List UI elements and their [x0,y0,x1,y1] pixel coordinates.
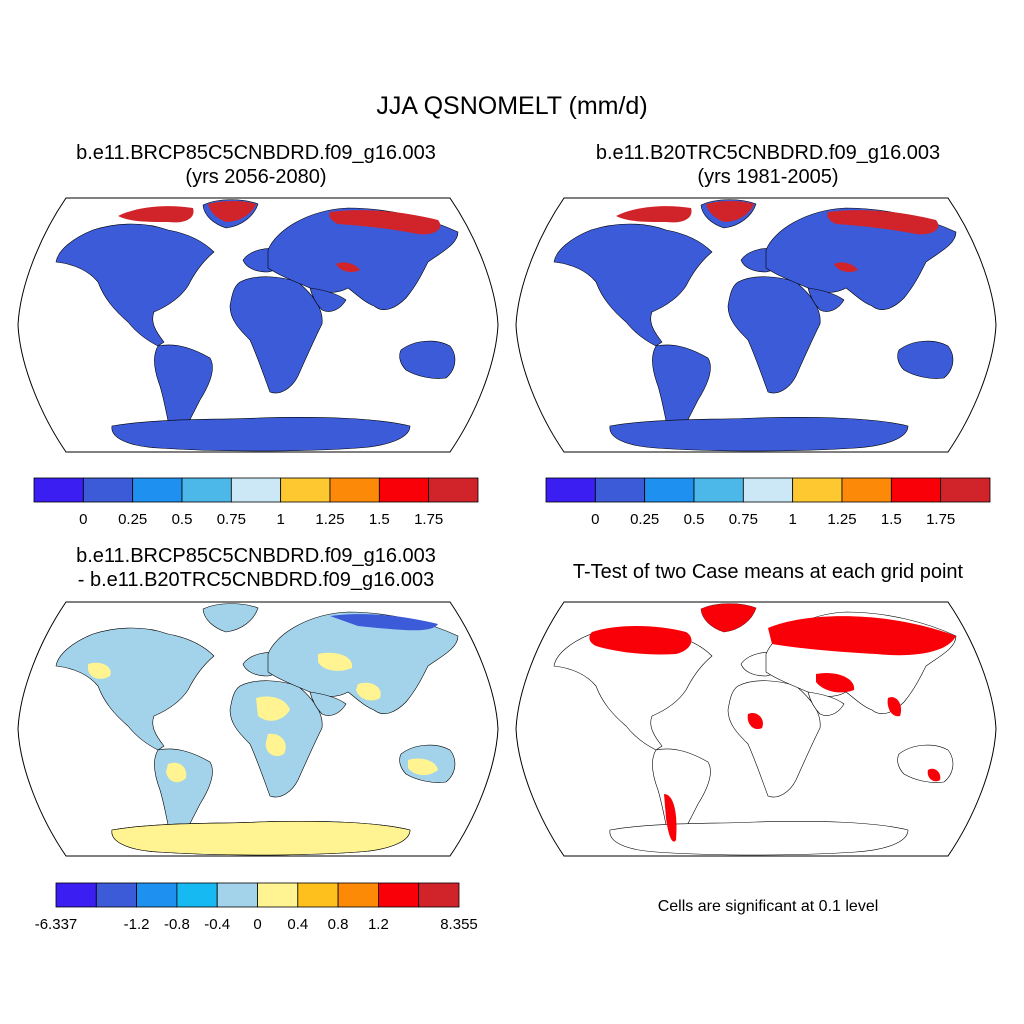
colorbar-1-box-0 [33,477,84,503]
colorbar-2-box-3 [693,477,744,503]
map-3-negative-anomalies [330,614,438,631]
map-3-land [55,603,459,856]
colorbar-1-box-2 [132,477,183,503]
panel-1-title-line1: b.e11.BRCP85C5CNBDRD.f09_g16.003 [76,142,436,164]
panel-3-title-line1: b.e11.BRCP85C5CNBDRD.f09_g16.003 [76,545,436,567]
colorbar-3-box-5 [257,882,299,908]
colorbar-1-label-5: 1.25 [315,511,344,528]
map-panel-1 [17,197,499,453]
colorbar-2-label-7: 1.75 [926,511,955,528]
colorbar-1-label-6: 1.5 [369,511,390,528]
colorbar-3: -6.337 -1.2 -0.8 -0.4 0 0.4 0.8 1.2 8.355 [35,882,478,933]
colorbar-2-label-0: 0 [591,511,599,528]
map-panel-4 [515,601,997,857]
colorbar-3-label-8: 8.355 [440,916,478,933]
figure-title: JJA QSNOMELT (mm/d) [376,92,648,120]
colorbar-2-label-2: 0.5 [684,511,705,528]
colorbar-3-box-7 [337,882,379,908]
map-2-border [515,197,997,453]
colorbar-1-box-5 [280,477,331,503]
colorbar-2-label-5: 1.25 [827,511,856,528]
map-panel-2 [515,197,997,453]
colorbar-2-box-2 [644,477,695,503]
map-panel-3 [17,601,499,857]
colorbar-1-label-2: 0.5 [172,511,193,528]
colorbar-1-box-4 [230,477,282,503]
colorbar-1-box-3 [181,477,232,503]
colorbar-3-label-7: 1.2 [368,916,389,933]
colorbar-1-label-1: 0.25 [118,511,147,528]
panel-3-title-line2: - b.e11.B20TRC5CNBDRD.f09_g16.003 [77,569,435,591]
colorbar-3-label-3: -0.4 [204,916,230,933]
colorbar-2: 0 0.25 0.5 0.75 1 1.25 1.5 1.75 [545,477,991,528]
panel-3-title: b.e11.BRCP85C5CNBDRD.f09_g16.003 - b.e11… [0,544,512,592]
map-1-border [17,197,499,453]
colorbar-2-box-5 [792,477,843,503]
colorbar-2-box-0 [545,477,596,503]
panel-2-title-line2: (yrs 1981-2005) [697,166,839,188]
significance-note: Cells are significant at 0.1 level [657,898,879,915]
colorbar-1-box-6 [329,477,380,503]
colorbar-3-label-0: -6.337 [35,916,78,933]
colorbar-2-label-3: 0.75 [729,511,758,528]
colorbar-3-label-6: 0.8 [328,916,349,933]
colorbar-3-box-2 [136,882,178,908]
colorbar-2-label-4: 1 [788,511,796,528]
colorbar-1-label-3: 0.75 [217,511,246,528]
map-4-border [515,601,997,857]
colorbar-3-label-5: 0.4 [287,916,308,933]
colorbar-2-label-6: 1.5 [881,511,902,528]
colorbar-1-label-7: 1.75 [414,511,443,528]
colorbar-2-box-4 [742,477,794,503]
colorbar-1-label-4: 1 [276,511,284,528]
map-3-border [17,601,499,857]
colorbar-3-label-4: 0 [253,916,261,933]
colorbar-3-box-8 [377,882,420,908]
colorbar-2-box-8 [940,477,991,503]
colorbar-2-box-7 [890,477,942,503]
colorbar-3-label-2: -0.8 [164,916,190,933]
colorbar-2-label-1: 0.25 [630,511,659,528]
colorbar-3-box-6 [297,882,339,908]
colorbar-3-box-3 [176,882,218,908]
colorbar-3-label-1: -1.2 [124,916,150,933]
colorbar-3-box-1 [95,882,138,908]
colorbar-1-box-7 [378,477,430,503]
panel-1-title: b.e11.BRCP85C5CNBDRD.f09_g16.003 (yrs 20… [0,141,512,189]
colorbar-3-box-0 [55,882,97,908]
colorbar-1: 0 0.25 0.5 0.75 1 1.25 1.5 1.75 [33,477,479,528]
colorbar-1-box-1 [82,477,134,503]
colorbar-1-label-0: 0 [79,511,87,528]
colorbar-1-box-8 [428,477,479,503]
colorbar-3-box-4 [216,882,258,908]
colorbar-3-box-9 [418,882,460,908]
panel-4-title: T-Test of two Case means at each grid po… [572,561,964,583]
panel-2-title: b.e11.B20TRC5CNBDRD.f09_g16.003 (yrs 198… [512,141,1024,189]
colorbar-2-box-6 [841,477,892,503]
colorbar-2-box-1 [594,477,646,503]
panel-2-title-line1: b.e11.B20TRC5CNBDRD.f09_g16.003 [595,142,941,164]
panel-1-title-line2: (yrs 2056-2080) [185,166,327,188]
map-3-antarctica [111,820,411,856]
